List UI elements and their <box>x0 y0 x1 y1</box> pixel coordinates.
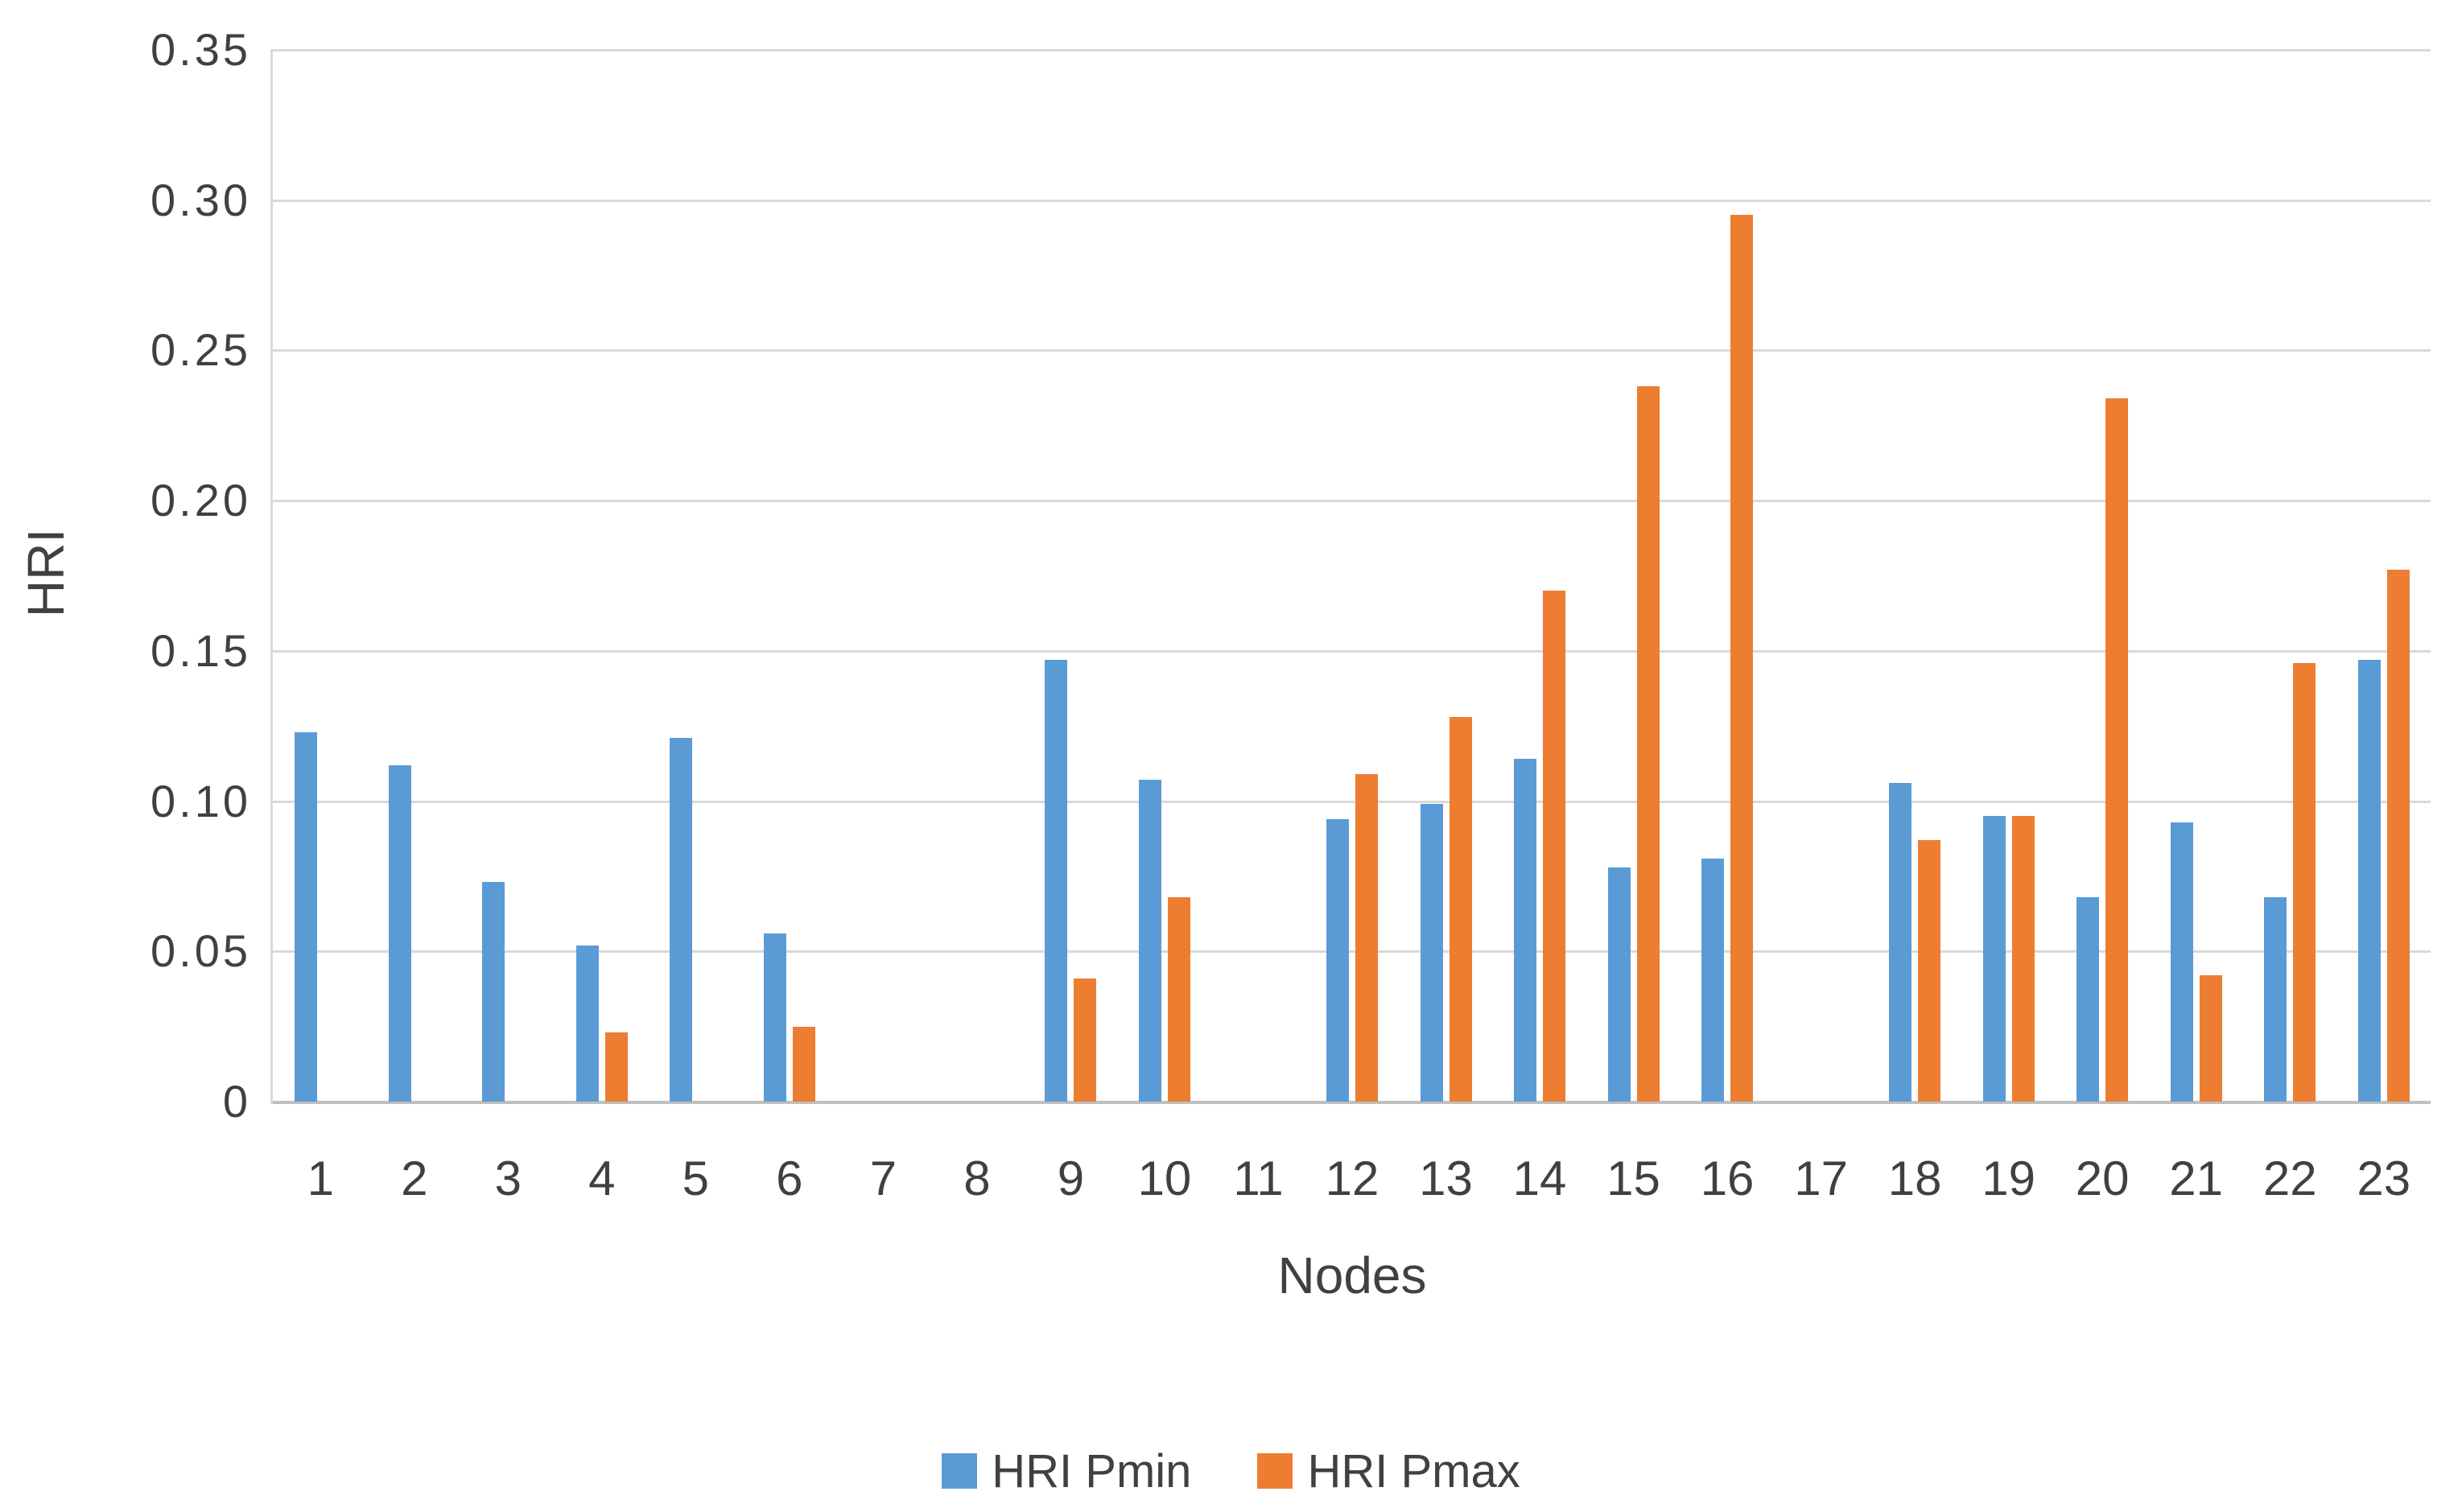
x-tick-label: 2 <box>401 1152 428 1205</box>
x-tick-label: 15 <box>1606 1152 1660 1205</box>
x-tick-label: 1 <box>307 1152 334 1205</box>
bar-hri-pmin-node-3 <box>482 882 505 1102</box>
bar-hri-pmax-node-18 <box>1918 840 1941 1102</box>
bar-hri-pmin-node-20 <box>2076 897 2100 1102</box>
bar-hri-pmin-node-19 <box>1982 816 2006 1102</box>
x-tick-label: 13 <box>1419 1152 1473 1205</box>
bar-hri-pmin-node-22 <box>2264 897 2287 1102</box>
bar-hri-pmax-node-14 <box>1543 591 1566 1102</box>
bar-hri-pmin-node-13 <box>1420 804 1443 1102</box>
gridline <box>270 49 2431 51</box>
legend-item-hri-pmin: HRI Pmin <box>942 1444 1191 1498</box>
bar-hri-pmax-node-19 <box>2011 816 2035 1102</box>
bar-hri-pmin-node-14 <box>1514 759 1537 1102</box>
y-axis-line <box>270 49 273 1104</box>
bar-hri-pmax-node-21 <box>2199 975 2222 1102</box>
bar-hri-pmin-node-16 <box>1701 858 1725 1102</box>
y-tick-label: 0.15 <box>151 624 251 676</box>
x-tick-label: 21 <box>2169 1152 2224 1205</box>
gridline <box>270 500 2431 503</box>
x-tick-label: 14 <box>1512 1152 1567 1205</box>
x-tick-label: 17 <box>1794 1152 1848 1205</box>
bar-hri-pmin-node-9 <box>1045 660 1068 1102</box>
bar-hri-pmax-node-22 <box>2293 662 2316 1102</box>
x-tick-label: 16 <box>1700 1152 1755 1205</box>
x-tick-label: 3 <box>494 1152 522 1205</box>
gridline <box>270 349 2431 352</box>
gridline <box>270 800 2431 803</box>
bar-hri-pmax-node-6 <box>792 1026 815 1102</box>
bar-hri-pmin-node-18 <box>1889 783 1912 1102</box>
bar-hri-pmin-node-1 <box>295 731 318 1102</box>
legend-swatch-icon <box>1257 1453 1293 1489</box>
gridline <box>270 649 2431 653</box>
legend-label: HRI Pmax <box>1307 1444 1520 1498</box>
bar-hri-pmin-node-15 <box>1607 867 1631 1102</box>
bar-hri-pmax-node-20 <box>2105 398 2129 1102</box>
bar-hri-pmax-node-23 <box>2386 570 2410 1102</box>
bar-hri-pmin-node-23 <box>2357 660 2381 1102</box>
x-tick-label: 20 <box>2075 1152 2130 1205</box>
gridline <box>270 950 2431 954</box>
x-tick-label: 10 <box>1137 1152 1192 1205</box>
bar-hri-pmin-node-4 <box>575 945 599 1102</box>
bar-hri-pmin-node-6 <box>763 933 786 1102</box>
y-tick-label: 0.20 <box>151 475 251 526</box>
bar-hri-pmax-node-13 <box>1449 717 1472 1102</box>
bar-hri-pmax-node-10 <box>1167 897 1190 1102</box>
x-tick-label: 5 <box>682 1152 710 1205</box>
bar-hri-pmin-node-10 <box>1138 780 1161 1102</box>
legend-swatch-icon <box>942 1453 978 1489</box>
y-tick-label: 0 <box>222 1076 251 1127</box>
bar-hri-pmax-node-9 <box>1074 978 1097 1102</box>
bar-hri-pmin-node-2 <box>388 764 411 1102</box>
bar-hri-pmax-node-16 <box>1730 215 1754 1102</box>
y-tick-label: 0.35 <box>151 24 251 75</box>
x-tick-label: 7 <box>869 1152 897 1205</box>
bar-hri-pmin-node-12 <box>1326 818 1349 1102</box>
y-tick-label: 0.25 <box>151 324 251 376</box>
y-tick-label: 0.10 <box>151 775 251 826</box>
legend: HRI Pmin HRI Pmax <box>0 1444 2462 1498</box>
x-tick-label: 6 <box>776 1152 803 1205</box>
x-tick-label: 12 <box>1325 1152 1379 1205</box>
x-tick-label: 22 <box>2262 1152 2317 1205</box>
x-tick-label: 18 <box>1887 1152 1942 1205</box>
x-tick-label: 9 <box>1057 1152 1085 1205</box>
bar-hri-pmax-node-4 <box>604 1032 628 1102</box>
x-axis-title: Nodes <box>1277 1246 1427 1304</box>
bar-hri-pmax-node-15 <box>1636 386 1660 1102</box>
legend-label: HRI Pmin <box>992 1444 1192 1498</box>
bar-hri-pmin-node-21 <box>2170 822 2193 1102</box>
bar-hri-pmax-node-12 <box>1355 773 1378 1102</box>
y-tick-label: 0.30 <box>151 174 251 225</box>
y-tick-label: 0.05 <box>151 925 251 977</box>
x-axis-line <box>270 1101 2431 1104</box>
x-tick-label: 11 <box>1233 1152 1284 1205</box>
x-tick-label: 19 <box>1982 1152 2036 1205</box>
x-tick-label: 8 <box>963 1152 991 1205</box>
bar-hri-pmin-node-5 <box>670 738 693 1102</box>
gridline <box>270 199 2431 202</box>
x-tick-label: 4 <box>588 1152 616 1205</box>
legend-item-hri-pmax: HRI Pmax <box>1257 1444 1520 1498</box>
x-tick-label: 23 <box>2357 1152 2411 1205</box>
